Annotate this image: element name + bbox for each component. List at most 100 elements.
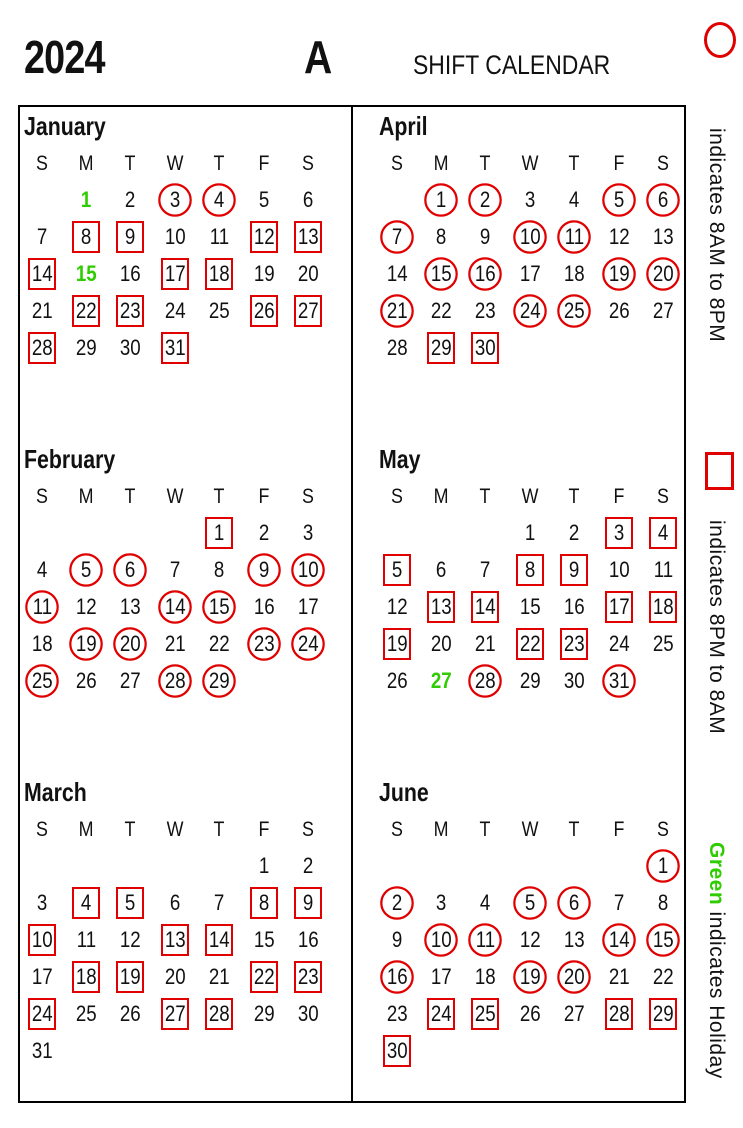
day-number: 30 (386, 1038, 408, 1063)
day-number: 4 (36, 557, 48, 582)
day-cell-plain: 16 (288, 923, 328, 957)
day-cell-plain: 10 (155, 220, 195, 254)
day-number: 23 (253, 631, 275, 656)
day-number: 5 (124, 890, 136, 915)
day-number: 21 (386, 298, 408, 323)
day-cell-plain: 12 (599, 220, 639, 254)
weekday-header: M (78, 818, 94, 841)
day-cell-day-shift: 14 (155, 590, 195, 624)
day-number: 2 (258, 520, 270, 545)
day-number: 2 (302, 853, 314, 878)
day-cell-plain: 18 (465, 960, 505, 994)
day-cell-night-shift: 23 (288, 960, 328, 994)
day-cell-plain: 17 (288, 590, 328, 624)
weekday-header: T (479, 485, 491, 508)
day-number: 10 (519, 224, 541, 249)
day-cell-plain: 27 (554, 997, 594, 1031)
day-number: 10 (430, 927, 452, 952)
day-number: 4 (80, 890, 92, 915)
weekday-header: W (166, 152, 184, 175)
day-cell-night-shift: 23 (110, 294, 150, 328)
day-cell-day-shift: 2 (377, 886, 417, 920)
day-number: 3 (524, 187, 536, 212)
day-number: 9 (479, 224, 491, 249)
day-number: 9 (568, 557, 580, 582)
day-number: 20 (164, 964, 186, 989)
day-number: 13 (563, 927, 585, 952)
day-number: 8 (657, 890, 669, 915)
day-number: 17 (31, 964, 53, 989)
day-cell-plain: 3 (288, 516, 328, 550)
day-number: 30 (474, 335, 496, 360)
day-cell-day-shift: 6 (110, 553, 150, 587)
day-cell-plain: 28 (377, 331, 417, 365)
weekday-header: W (521, 152, 539, 175)
day-cell-night-shift: 12 (244, 220, 284, 254)
day-number: 1 (80, 187, 92, 212)
day-cell-plain: 3 (421, 886, 461, 920)
weekday-header: F (613, 818, 625, 841)
day-number: 9 (258, 557, 270, 582)
day-cell-day-shift: 6 (643, 183, 683, 217)
day-number: 21 (608, 964, 630, 989)
day-number: 15 (430, 261, 452, 286)
day-cell-plain: 31 (22, 1034, 62, 1068)
weekday-header: S (391, 152, 403, 175)
day-cell-day-shift: 10 (421, 923, 461, 957)
day-number: 6 (435, 557, 447, 582)
day-cell-day-shift: 9 (244, 553, 284, 587)
day-number: 7 (213, 890, 225, 915)
day-cell-plain: 13 (643, 220, 683, 254)
day-number: 6 (302, 187, 314, 212)
day-number: 10 (608, 557, 630, 582)
day-number: 23 (297, 964, 319, 989)
day-cell-plain: 1 (244, 849, 284, 883)
day-cell-night-shift: 3 (599, 516, 639, 550)
day-number: 11 (76, 927, 96, 952)
day-cell-day-shift: 15 (643, 923, 683, 957)
day-number: 12 (253, 224, 275, 249)
weekday-header: T (479, 818, 491, 841)
day-cell-night-shift: 5 (110, 886, 150, 920)
day-cell-night-shift: 28 (22, 331, 62, 365)
weekday-header: F (613, 152, 625, 175)
day-cell-plain: 4 (554, 183, 594, 217)
calendar-title: SHIFT CALENDAR (413, 50, 611, 80)
day-number: 6 (657, 187, 669, 212)
day-number: 12 (519, 927, 541, 952)
day-cell-plain: 2 (554, 516, 594, 550)
day-cell-night-shift: 4 (66, 886, 106, 920)
day-cell-night-shift: 9 (288, 886, 328, 920)
day-cell-plain: 26 (599, 294, 639, 328)
day-cell-night-shift: 9 (554, 553, 594, 587)
day-number: 16 (119, 261, 141, 286)
day-number: 18 (75, 964, 97, 989)
day-cell-night-shift: 14 (22, 257, 62, 291)
day-cell-day-shift: 31 (599, 664, 639, 698)
day-number: 9 (391, 927, 403, 952)
day-cell-night-shift: 17 (599, 590, 639, 624)
day-cell-night-shift: 31 (155, 331, 195, 365)
day-cell-plain: 30 (288, 997, 328, 1031)
day-cell-plain: 25 (66, 997, 106, 1031)
day-cell-night-shift: 26 (244, 294, 284, 328)
day-cell-day-shift: 16 (377, 960, 417, 994)
day-cell-plain: 15 (510, 590, 550, 624)
day-cell-night-shift: 24 (22, 997, 62, 1031)
day-cell-plain: 7 (22, 220, 62, 254)
day-cell-plain: 13 (554, 923, 594, 957)
day-cell-night-shift: 9 (110, 220, 150, 254)
day-cell-day-shift: 23 (244, 627, 284, 661)
day-cell-night-shift: 30 (465, 331, 505, 365)
day-cell-plain: 24 (599, 627, 639, 661)
day-cell-day-shift: 10 (288, 553, 328, 587)
day-number: 22 (652, 964, 674, 989)
day-number: 7 (169, 557, 181, 582)
day-cell-plain: 4 (465, 886, 505, 920)
day-number: 20 (652, 261, 674, 286)
day-number: 27 (297, 298, 319, 323)
day-cell-day-shift: 15 (199, 590, 239, 624)
day-cell-night-shift: 13 (288, 220, 328, 254)
day-number: 29 (253, 1001, 275, 1026)
day-number: 1 (435, 187, 447, 212)
